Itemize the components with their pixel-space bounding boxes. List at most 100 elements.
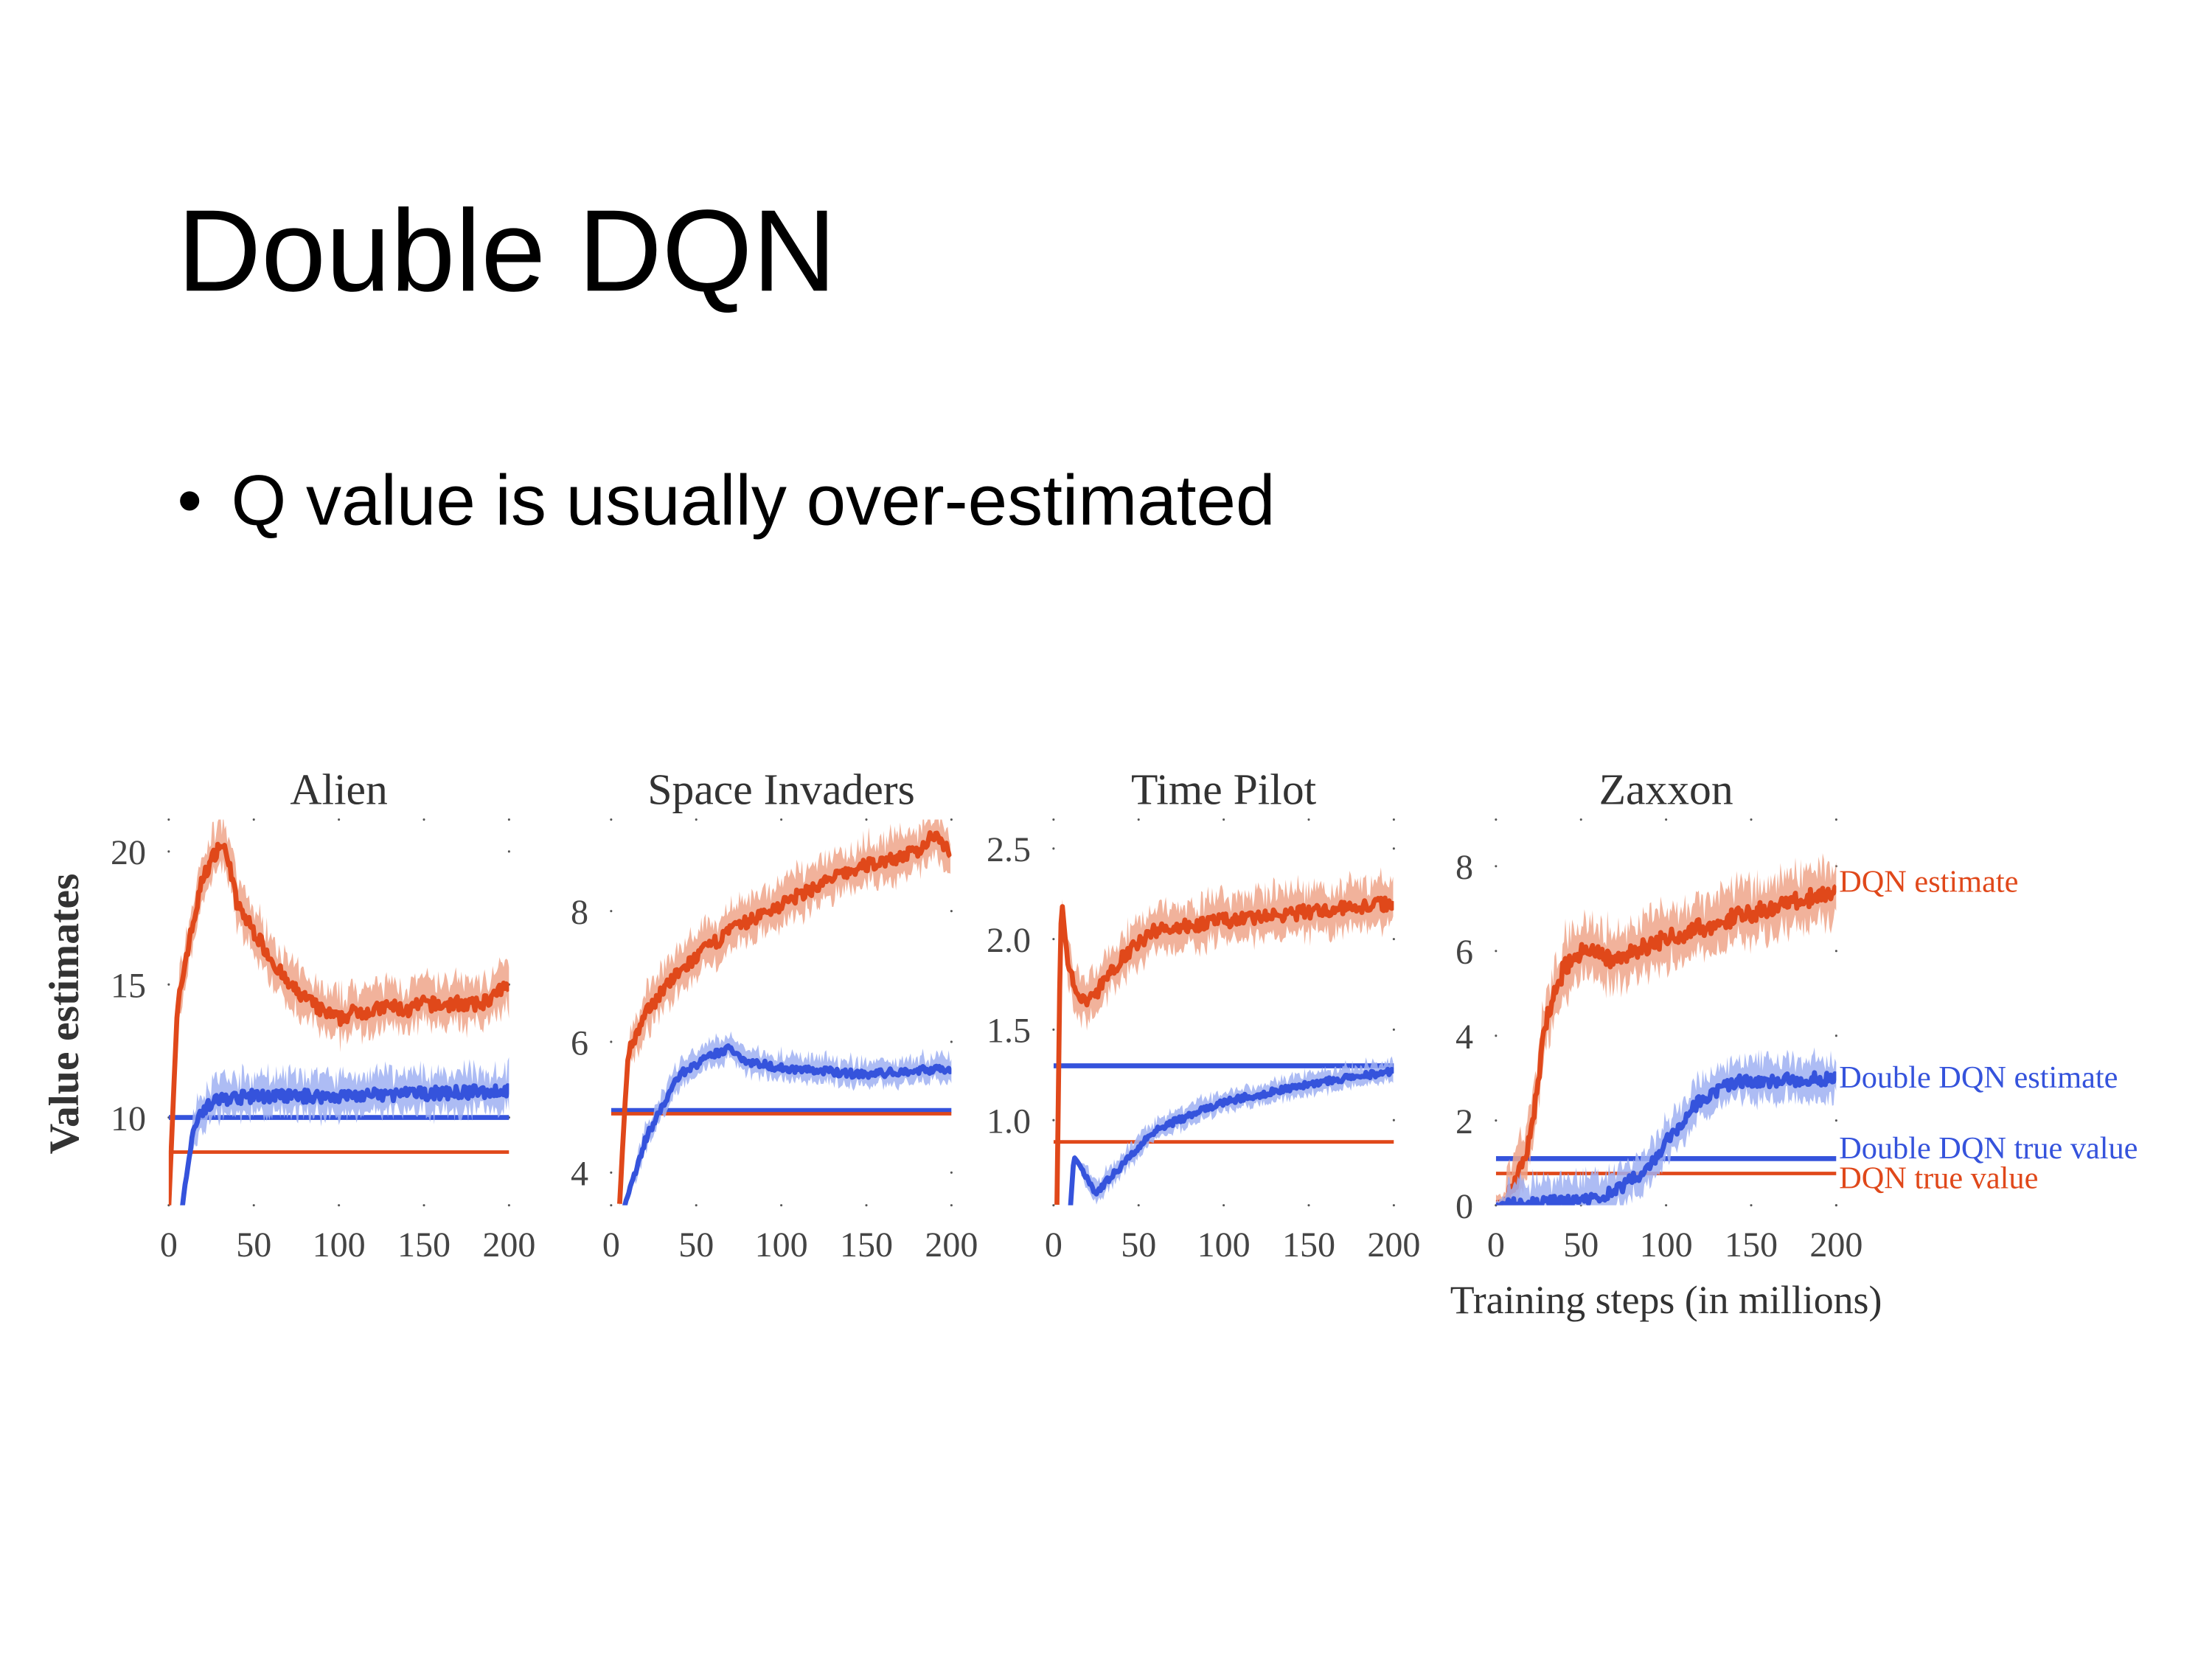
x-tick-label: 0 (1045, 1225, 1062, 1265)
ddqn-est-line (622, 1043, 952, 1206)
x-tick-label: 0 (602, 1225, 620, 1265)
x-tick-label: 100 (313, 1225, 366, 1265)
x-tick-dot (167, 818, 170, 821)
x-tick-dot (1834, 818, 1837, 821)
x-tick-dot (1307, 818, 1310, 821)
chart-time-pilot: Time Pilot 0 50 100 150 200 1.0 1.5 2.0 2.5 (987, 765, 1420, 1264)
y-tick-label: 15 (111, 967, 146, 1006)
y-tick-label: 1.5 (987, 1012, 1031, 1051)
y-tick-dot (610, 1171, 613, 1174)
y-tick-dot (1052, 1028, 1055, 1031)
y-tick-dot (1392, 847, 1395, 850)
y-tick-label: 4 (1455, 1018, 1473, 1057)
x-tick-dot (422, 818, 425, 821)
x-tick-dot (610, 818, 613, 821)
y-tick-dot (1052, 847, 1055, 850)
chart-title: Zaxxon (1599, 765, 1733, 813)
x-tick-dot (865, 818, 868, 821)
chart-title: Time Pilot (1131, 765, 1317, 813)
x-tick-label: 200 (925, 1225, 978, 1265)
x-tick-dot (780, 1204, 783, 1207)
y-tick-label: 4 (571, 1155, 588, 1194)
x-tick-label: 50 (1563, 1225, 1599, 1265)
y-tick-dot (1495, 1119, 1498, 1122)
x-tick-dot (252, 1204, 255, 1207)
dqn-est-line (1054, 895, 1394, 1205)
y-tick-label: 2.5 (987, 830, 1031, 869)
y-tick-dot (950, 1171, 953, 1174)
legend-ddqn-estimate: Double DQN estimate (1839, 1060, 2118, 1095)
x-axis-label: Training steps (in millions) (1450, 1278, 1882, 1322)
y-tick-dot (1834, 950, 1837, 953)
legend-ddqn-true: Double DQN true value (1839, 1131, 2138, 1166)
x-tick-dot (338, 1204, 341, 1207)
y-tick-dot (1495, 1034, 1498, 1037)
ddqn-est-line (180, 1083, 509, 1206)
dqn-est-band (1057, 867, 1394, 1206)
x-tick-dot (695, 818, 698, 821)
x-tick-dot (780, 818, 783, 821)
x-tick-dot (1222, 1204, 1225, 1207)
x-tick-dot (950, 1204, 953, 1207)
y-tick-dot (1495, 865, 1498, 868)
y-tick-dot (610, 1040, 613, 1043)
legend-dqn-estimate: DQN estimate (1839, 865, 2018, 900)
x-tick-label: 100 (1640, 1225, 1693, 1265)
x-tick-label: 150 (397, 1225, 451, 1265)
x-tick-dot (1052, 1204, 1055, 1207)
x-tick-label: 200 (1367, 1225, 1420, 1265)
y-tick-dot (950, 1040, 953, 1043)
x-tick-dot (865, 1204, 868, 1207)
x-tick-dot (1579, 818, 1582, 821)
y-tick-dot (1392, 1028, 1395, 1031)
ddqn-est-band (182, 1057, 509, 1206)
x-tick-dot (1392, 1204, 1395, 1207)
x-tick-dot (1307, 1204, 1310, 1207)
x-tick-dot (1750, 818, 1753, 821)
chart-alien: Alien 0 50 100 150 200 10 15 20 (111, 765, 535, 1264)
x-tick-label: 50 (236, 1225, 271, 1265)
x-tick-label: 100 (1197, 1225, 1251, 1265)
bullet-text: Q value is usually over-estimated (231, 462, 1275, 540)
chart-zaxxon: Zaxxon 0 50 100 150 200 0 2 4 6 8 (1455, 765, 1863, 1264)
y-tick-dot (1052, 1119, 1055, 1121)
y-tick-label: 6 (1455, 933, 1473, 972)
ddqn-est-band (625, 1031, 952, 1206)
y-tick-label: 20 (111, 833, 146, 872)
x-tick-dot (1137, 1204, 1140, 1207)
chart-title: Alien (290, 765, 387, 813)
y-tick-dot (1495, 950, 1498, 953)
x-tick-dot (950, 818, 953, 821)
x-tick-label: 200 (1809, 1225, 1863, 1265)
y-tick-dot (1834, 1119, 1837, 1122)
slide-title: Double DQN (177, 186, 836, 316)
x-tick-label: 50 (1121, 1225, 1156, 1265)
y-tick-label: 8 (1455, 848, 1473, 887)
y-tick-dot (1834, 1204, 1837, 1207)
dqn-est-band (1495, 853, 1837, 1206)
dqn-est-band (619, 819, 951, 1206)
dqn-est-line (168, 841, 509, 1206)
x-tick-label: 150 (1282, 1225, 1335, 1265)
chart-title: Space Invaders (647, 765, 914, 813)
x-tick-dot (507, 1204, 510, 1207)
y-tick-dot (1834, 1034, 1837, 1037)
bullet-dot: • (177, 462, 202, 540)
x-tick-label: 0 (160, 1225, 178, 1265)
y-tick-dot (1052, 938, 1055, 941)
x-tick-dot (422, 1204, 425, 1207)
x-tick-dot (338, 818, 341, 821)
y-tick-dot (167, 850, 170, 853)
x-tick-dot (1495, 818, 1498, 821)
x-tick-dot (1222, 818, 1225, 821)
x-tick-label: 50 (678, 1225, 714, 1265)
x-tick-dot (1392, 818, 1395, 821)
y-tick-dot (1392, 1119, 1395, 1121)
x-tick-label: 200 (482, 1225, 535, 1265)
x-tick-dot (1750, 1204, 1753, 1207)
y-tick-dot (1392, 938, 1395, 941)
x-tick-label: 150 (1725, 1225, 1778, 1265)
ddqn-est-line (1495, 1070, 1837, 1206)
y-tick-label: 2 (1455, 1102, 1473, 1141)
